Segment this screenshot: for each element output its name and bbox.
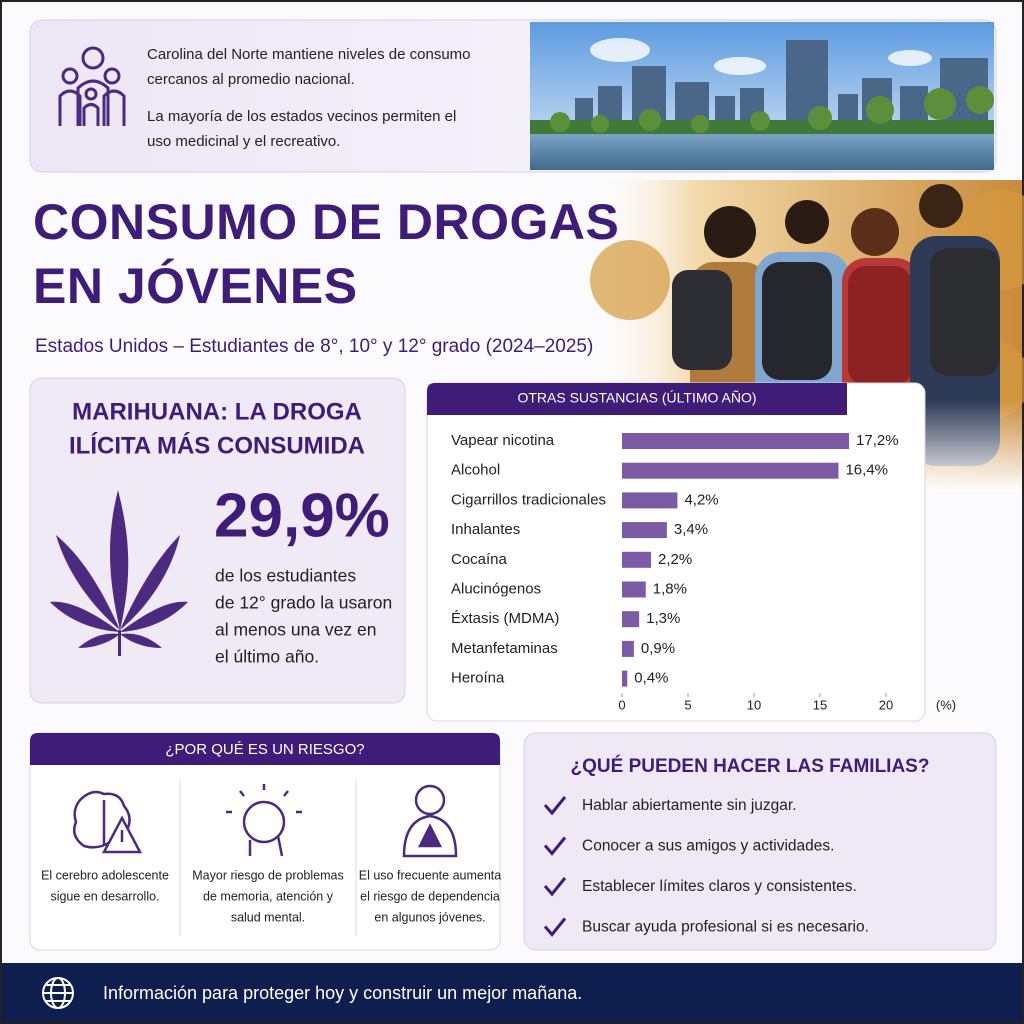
bar (622, 551, 652, 568)
marijuana-description: el último año. (215, 647, 319, 667)
x-tick-label: 10 (747, 697, 761, 712)
marijuana-card (29, 377, 406, 704)
bar (622, 492, 678, 509)
bar (622, 433, 850, 449)
category-label: Cocaína (451, 551, 508, 568)
check-icon (543, 836, 567, 856)
page-title: EN JÓVENES (33, 258, 358, 314)
marijuana-description: de 12° grado la usaron (215, 593, 392, 613)
risk-text: de memoria, atención y (203, 889, 334, 903)
category-label: Vapear nicotina (451, 432, 555, 449)
category-label: Alucinógenos (451, 580, 541, 597)
category-label: Metanfetaminas (451, 640, 558, 657)
footer-text: Información para proteger hoy y construi… (103, 983, 582, 1003)
risks-title: ¿POR QUÉ ES UN RIESGO? (165, 741, 364, 758)
category-label: Alcohol (451, 462, 500, 479)
marijuana-title: ILÍCITA MÁS CONSUMIDA (69, 431, 365, 459)
value-label: 0,4% (634, 670, 668, 687)
bar (622, 670, 628, 687)
check-icon (543, 917, 567, 937)
intro-text: La mayoría de los estados vecinos permit… (147, 108, 456, 125)
family-tip: Establecer límites claros y consistentes… (582, 878, 857, 895)
category-label: Cigarrillos tradicionales (451, 491, 606, 508)
marijuana-title: MARIHUANA: LA DROGA (72, 398, 362, 425)
marijuana-stat: 29,9% (214, 481, 390, 550)
check-icon (543, 796, 567, 816)
risk-text: en algunos jóvenes. (374, 910, 485, 924)
risk-text: Mayor riesgo de problemas (192, 868, 343, 882)
risks-card (29, 732, 501, 951)
value-label: 1,8% (653, 580, 687, 597)
intro-text: Carolina del Norte mantiene niveles de c… (147, 46, 471, 63)
bar (622, 611, 640, 628)
value-label: 1,3% (646, 610, 680, 627)
family-tip: Conocer a sus amigos y actividades. (582, 838, 834, 855)
footer (2, 963, 1022, 1022)
marijuana-description: al menos una vez en (215, 620, 377, 640)
page-subtitle: Estados Unidos – Estudiantes de 8°, 10° … (35, 336, 593, 357)
value-label: 4,2% (684, 491, 718, 508)
category-label: Inhalantes (451, 521, 520, 538)
intro-text: cercanos al promedio nacional. (147, 71, 355, 88)
page-title: CONSUMO DE DROGAS (33, 194, 619, 250)
intro-text: uso medicinal y el recreativo. (147, 133, 340, 150)
value-label: 16,4% (845, 462, 888, 479)
category-label: Éxtasis (MDMA) (451, 610, 559, 627)
bar (622, 581, 646, 598)
risk-text: El cerebro adolescente (41, 868, 169, 882)
x-tick-label: 0 (618, 697, 625, 712)
bar (622, 640, 634, 657)
x-axis-label: (%) (936, 697, 956, 712)
chart-title: OTRAS SUSTANCIAS (ÚLTIMO AÑO) (517, 390, 756, 406)
risk-text: sigue en desarrollo. (50, 889, 159, 903)
families-card (523, 732, 997, 951)
x-tick-label: 15 (813, 697, 827, 712)
bar (622, 462, 839, 479)
x-tick-label: 5 (684, 697, 691, 712)
value-label: 17,2% (856, 432, 899, 449)
category-label: Heroína (451, 670, 505, 687)
globe-icon (42, 977, 74, 1009)
risk-text: El uso frecuente aumenta (359, 868, 501, 882)
intro-card (29, 19, 997, 173)
family-tip: Hablar abiertamente sin juzgar. (582, 797, 797, 814)
leaf-icon (50, 490, 188, 656)
value-label: 0,9% (641, 640, 675, 657)
risk-text: salud mental. (231, 910, 305, 924)
risk-text: el riesgo de dependencia (360, 889, 500, 903)
marijuana-description: de los estudiantes (215, 566, 356, 586)
x-tick-label: 20 (879, 697, 893, 712)
family-tip: Buscar ayuda profesional si es necesario… (582, 919, 869, 936)
check-icon (543, 877, 567, 897)
bar (622, 522, 667, 539)
value-label: 3,4% (674, 521, 708, 538)
value-label: 2,2% (658, 551, 692, 568)
families-title: ¿QUÉ PUEDEN HACER LAS FAMILIAS? (571, 755, 930, 777)
